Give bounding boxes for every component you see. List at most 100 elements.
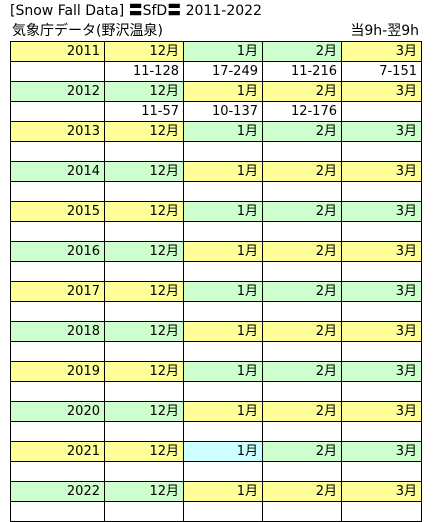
feb-cell[interactable]: 2月 [263, 42, 342, 61]
mar-cell[interactable] [342, 502, 422, 521]
dec-cell[interactable]: 11-128 [105, 62, 184, 81]
mar-cell[interactable]: 3月 [342, 402, 422, 421]
year-cell[interactable]: 2013 [11, 122, 105, 141]
mar-cell[interactable] [342, 382, 422, 401]
mar-cell[interactable] [342, 422, 422, 441]
jan-cell[interactable] [184, 422, 263, 441]
feb-cell[interactable]: 2月 [263, 282, 342, 301]
year-cell[interactable]: 2022 [11, 482, 105, 501]
dec-cell[interactable]: 12月 [105, 242, 184, 261]
year-cell[interactable]: 2018 [11, 322, 105, 341]
jan-cell[interactable]: 1月 [184, 482, 263, 501]
dec-cell[interactable] [105, 262, 184, 281]
feb-cell[interactable] [263, 382, 342, 401]
dec-cell[interactable]: 12月 [105, 402, 184, 421]
feb-cell[interactable]: 2月 [263, 162, 342, 181]
mar-cell[interactable] [342, 182, 422, 201]
mar-cell[interactable]: 3月 [342, 242, 422, 261]
dec-cell[interactable]: 12月 [105, 82, 184, 101]
year-cell[interactable] [11, 462, 105, 481]
year-cell[interactable]: 2011 [11, 42, 105, 61]
mar-cell[interactable]: 3月 [342, 122, 422, 141]
jan-cell[interactable]: 1月 [184, 202, 263, 221]
feb-cell[interactable]: 2月 [263, 82, 342, 101]
dec-cell[interactable]: 12月 [105, 202, 184, 221]
jan-cell[interactable] [184, 142, 263, 161]
mar-cell[interactable] [342, 302, 422, 321]
jan-cell[interactable]: 1月 [184, 282, 263, 301]
feb-cell[interactable] [263, 222, 342, 241]
year-cell[interactable] [11, 382, 105, 401]
feb-cell[interactable] [263, 502, 342, 521]
dec-cell[interactable]: 12月 [105, 122, 184, 141]
year-cell[interactable] [11, 342, 105, 361]
year-cell[interactable] [11, 422, 105, 441]
dec-cell[interactable] [105, 342, 184, 361]
dec-cell[interactable] [105, 222, 184, 241]
feb-cell[interactable] [263, 422, 342, 441]
jan-cell[interactable] [184, 342, 263, 361]
dec-cell[interactable]: 12月 [105, 442, 184, 461]
year-cell[interactable] [11, 262, 105, 281]
jan-cell[interactable]: 17-249 [184, 62, 263, 81]
jan-cell[interactable] [184, 462, 263, 481]
mar-cell[interactable]: 7-151 [342, 62, 422, 81]
dec-cell[interactable] [105, 422, 184, 441]
mar-cell[interactable] [342, 262, 422, 281]
jan-cell[interactable]: 1月 [184, 162, 263, 181]
dec-cell[interactable] [105, 502, 184, 521]
dec-cell[interactable]: 11-57 [105, 102, 184, 121]
feb-cell[interactable]: 2月 [263, 482, 342, 501]
feb-cell[interactable]: 2月 [263, 242, 342, 261]
mar-cell[interactable]: 3月 [342, 42, 422, 61]
mar-cell[interactable]: 3月 [342, 442, 422, 461]
feb-cell[interactable]: 2月 [263, 362, 342, 381]
year-cell[interactable]: 2019 [11, 362, 105, 381]
dec-cell[interactable]: 12月 [105, 282, 184, 301]
feb-cell[interactable] [263, 342, 342, 361]
mar-cell[interactable]: 3月 [342, 82, 422, 101]
jan-cell[interactable] [184, 302, 263, 321]
mar-cell[interactable]: 3月 [342, 362, 422, 381]
dec-cell[interactable]: 12月 [105, 322, 184, 341]
feb-cell[interactable]: 2月 [263, 202, 342, 221]
feb-cell[interactable] [263, 462, 342, 481]
jan-cell[interactable]: 1月 [184, 82, 263, 101]
year-cell[interactable]: 2020 [11, 402, 105, 421]
mar-cell[interactable]: 3月 [342, 282, 422, 301]
dec-cell[interactable] [105, 302, 184, 321]
jan-cell[interactable]: 1月 [184, 402, 263, 421]
year-cell[interactable]: 2017 [11, 282, 105, 301]
feb-cell[interactable]: 11-216 [263, 62, 342, 81]
jan-cell[interactable] [184, 382, 263, 401]
feb-cell[interactable]: 12-176 [263, 102, 342, 121]
feb-cell[interactable] [263, 182, 342, 201]
mar-cell[interactable] [342, 222, 422, 241]
dec-cell[interactable] [105, 462, 184, 481]
dec-cell[interactable]: 12月 [105, 42, 184, 61]
feb-cell[interactable]: 2月 [263, 442, 342, 461]
feb-cell[interactable]: 2月 [263, 402, 342, 421]
jan-cell[interactable] [184, 262, 263, 281]
year-cell[interactable]: 2021 [11, 442, 105, 461]
dec-cell[interactable] [105, 142, 184, 161]
year-cell[interactable]: 2015 [11, 202, 105, 221]
dec-cell[interactable] [105, 182, 184, 201]
jan-cell[interactable] [184, 182, 263, 201]
year-cell[interactable] [11, 222, 105, 241]
year-cell[interactable] [11, 182, 105, 201]
dec-cell[interactable] [105, 382, 184, 401]
mar-cell[interactable] [342, 342, 422, 361]
feb-cell[interactable] [263, 142, 342, 161]
dec-cell[interactable]: 12月 [105, 162, 184, 181]
mar-cell[interactable]: 3月 [342, 162, 422, 181]
jan-cell[interactable] [184, 502, 263, 521]
jan-cell[interactable]: 1月 [184, 442, 263, 461]
dec-cell[interactable]: 12月 [105, 482, 184, 501]
feb-cell[interactable]: 2月 [263, 322, 342, 341]
jan-cell[interactable]: 1月 [184, 122, 263, 141]
feb-cell[interactable] [263, 262, 342, 281]
year-cell[interactable] [11, 62, 105, 81]
mar-cell[interactable] [342, 102, 422, 121]
dec-cell[interactable]: 12月 [105, 362, 184, 381]
